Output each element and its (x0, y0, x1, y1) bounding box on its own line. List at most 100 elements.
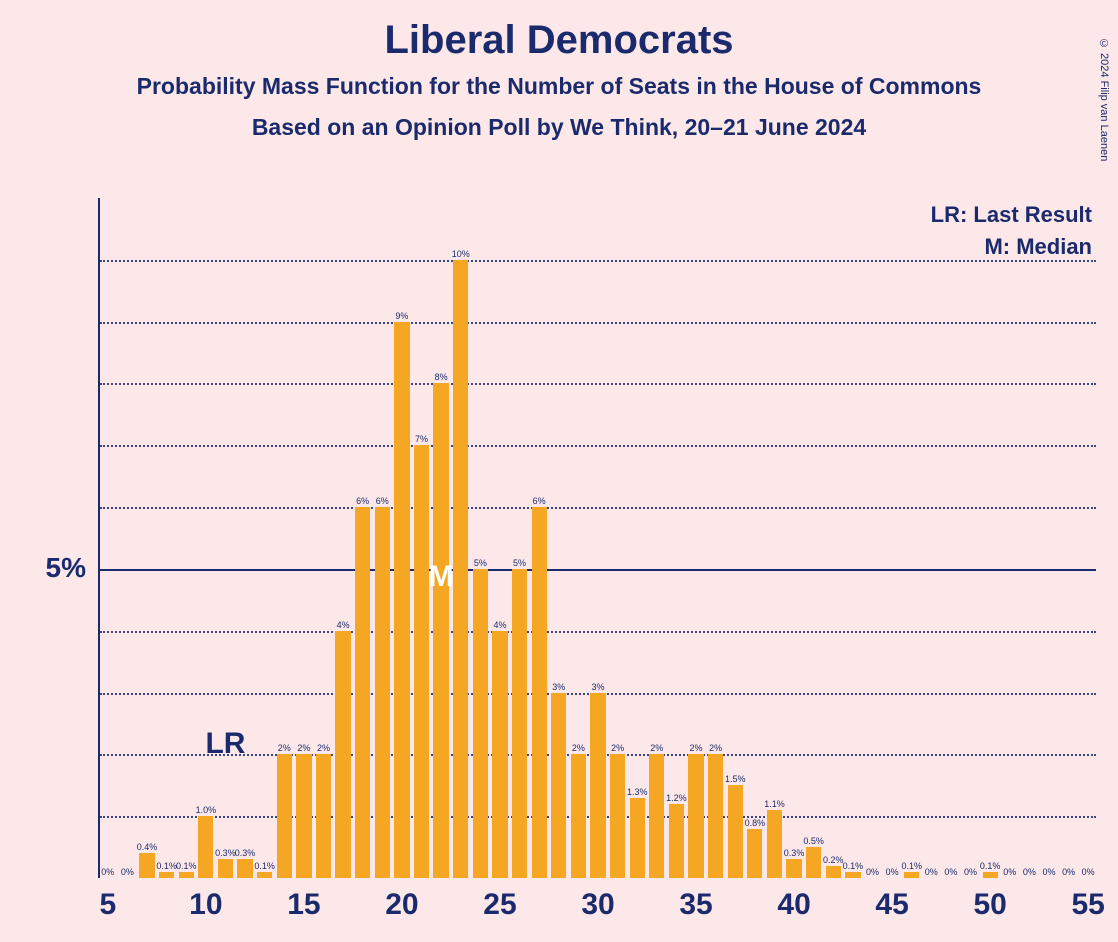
grid-line (100, 445, 1096, 447)
bar-value-label: 0.5% (803, 836, 824, 846)
bar-value-label: 1.5% (725, 774, 746, 784)
bar-value-label: 1.0% (196, 805, 217, 815)
bar-value-label: 0% (1003, 867, 1016, 877)
grid-line (100, 322, 1096, 324)
bar-value-label: 2% (709, 743, 722, 753)
bar: 3% (551, 693, 566, 878)
bar: 1.5% (728, 785, 743, 878)
bar-value-label: 0.1% (156, 861, 177, 871)
x-axis-tick: 45 (875, 888, 908, 922)
bar-value-label: 0.1% (254, 861, 275, 871)
legend-m: M: Median (931, 234, 1092, 260)
x-axis-tick: 40 (777, 888, 810, 922)
bar: 6% (355, 507, 370, 878)
grid-line (100, 260, 1096, 262)
bar: 0.4% (139, 853, 154, 878)
bar: 1.3% (630, 798, 645, 878)
bar: 5% (512, 569, 527, 878)
bar-value-label: 2% (650, 743, 663, 753)
bar: 0.5% (806, 847, 821, 878)
bar-value-label: 0% (944, 867, 957, 877)
bar: 0.1% (845, 872, 860, 878)
marker-median: M (429, 560, 454, 594)
bar-value-label: 0.3% (784, 848, 805, 858)
bar-value-label: 2% (278, 743, 291, 753)
marker-last-result: LR (205, 727, 245, 761)
bar-value-label: 6% (356, 496, 369, 506)
grid-line (100, 631, 1096, 633)
x-axis-tick: 20 (385, 888, 418, 922)
bar: 4% (335, 631, 350, 878)
bar: 2% (296, 754, 311, 878)
bar: 0.3% (218, 859, 233, 878)
bar-value-label: 8% (435, 372, 448, 382)
x-axis-tick: 50 (973, 888, 1006, 922)
bar-value-label: 4% (337, 620, 350, 630)
bar-value-label: 6% (376, 496, 389, 506)
bar: 1.2% (669, 804, 684, 878)
x-axis-tick: 30 (581, 888, 614, 922)
bar: 2% (649, 754, 664, 878)
bar-value-label: 0.1% (980, 861, 1001, 871)
bar: 1.1% (767, 810, 782, 878)
bar-value-label: 0% (925, 867, 938, 877)
bar: 10% (453, 260, 468, 878)
bar-value-label: 0% (886, 867, 899, 877)
plot-area: LR: Last Result M: Median 0%0%0.4%0.1%0.… (98, 198, 1098, 878)
bar-value-label: 1.3% (627, 787, 648, 797)
bar-value-label: 6% (533, 496, 546, 506)
bar-value-label: 0.1% (176, 861, 197, 871)
bar: 0.3% (786, 859, 801, 878)
x-axis-tick: 10 (189, 888, 222, 922)
bar: 9% (394, 322, 409, 878)
bar-value-label: 0.4% (137, 842, 158, 852)
bar: 0.8% (747, 829, 762, 878)
bar: 2% (708, 754, 723, 878)
bar-value-label: 0.2% (823, 855, 844, 865)
bar-value-label: 0.1% (901, 861, 922, 871)
bar: 0.1% (159, 872, 174, 878)
bar-value-label: 0% (1042, 867, 1055, 877)
bar-value-label: 1.2% (666, 793, 687, 803)
bar-value-label: 10% (452, 249, 470, 259)
bar-value-label: 0% (1062, 867, 1075, 877)
bar-value-label: 1.1% (764, 799, 785, 809)
bar: 7% (414, 445, 429, 878)
bar: 0.1% (257, 872, 272, 878)
x-axis-tick: 35 (679, 888, 712, 922)
bar: 0.2% (826, 866, 841, 878)
bar-value-label: 0% (121, 867, 134, 877)
bar-value-label: 0% (101, 867, 114, 877)
bar-value-label: 3% (552, 682, 565, 692)
bar-value-label: 3% (591, 682, 604, 692)
y-axis-tick-5: 5% (38, 552, 86, 584)
bar: 2% (610, 754, 625, 878)
copyright-text: © 2024 Filip van Laenen (1098, 38, 1110, 161)
bar-value-label: 7% (415, 434, 428, 444)
bar-value-label: 9% (395, 311, 408, 321)
bar-value-label: 4% (493, 620, 506, 630)
x-axis-tick: 55 (1072, 888, 1105, 922)
grid-line (100, 569, 1096, 571)
bar-value-label: 0% (866, 867, 879, 877)
bar: 0.3% (237, 859, 252, 878)
bar: 5% (473, 569, 488, 878)
chart-title: Liberal Democrats (0, 18, 1118, 63)
bar-value-label: 2% (317, 743, 330, 753)
bar: 2% (277, 754, 292, 878)
bar-value-label: 0.1% (843, 861, 864, 871)
bar-value-label: 2% (611, 743, 624, 753)
bar: 2% (688, 754, 703, 878)
bar: 3% (590, 693, 605, 878)
legend-lr: LR: Last Result (931, 202, 1092, 228)
bar: 8% (433, 383, 448, 878)
bar: 6% (375, 507, 390, 878)
chart-subtitle-2: Based on an Opinion Poll by We Think, 20… (0, 114, 1118, 141)
bar: 0.1% (904, 872, 919, 878)
bar-value-label: 0% (964, 867, 977, 877)
x-axis-tick: 25 (483, 888, 516, 922)
bar: 2% (571, 754, 586, 878)
bar-value-label: 0.3% (235, 848, 256, 858)
bar-value-label: 0% (1023, 867, 1036, 877)
bar-value-label: 0.8% (745, 818, 766, 828)
